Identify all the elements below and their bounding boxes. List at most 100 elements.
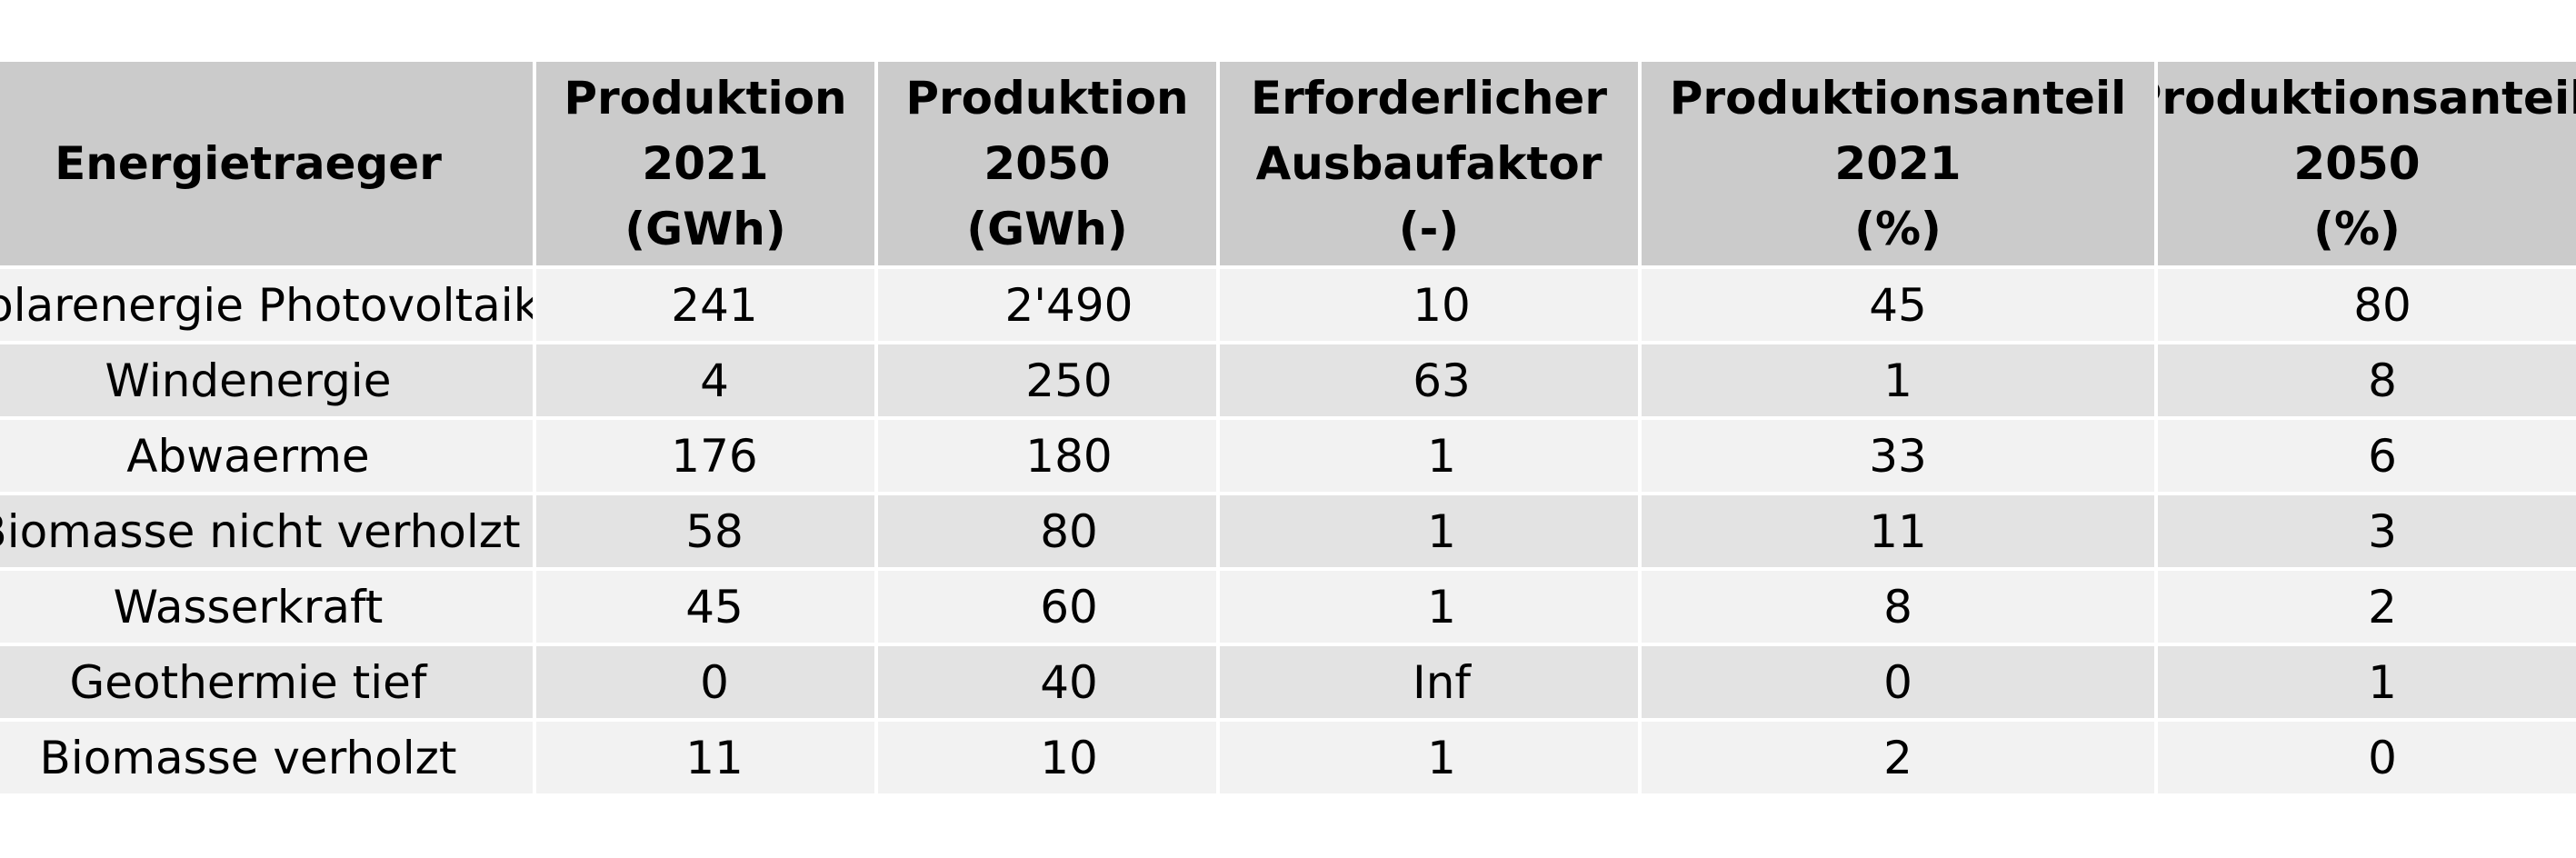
cell-value: 1 — [1427, 504, 1456, 558]
cell-value: 4 — [700, 354, 729, 407]
cell-value: Wasserkraft — [113, 580, 384, 634]
column-header-line: (%) — [2313, 203, 2401, 255]
row-label-cell: Wasserkraft — [0, 571, 533, 643]
table-cell: 8 — [1642, 571, 2154, 643]
cell-value: 2 — [2368, 580, 2397, 634]
table-cell: 11 — [536, 722, 874, 793]
table-cell: Inf — [1220, 646, 1638, 718]
table-cell: 1 — [2158, 646, 2576, 718]
cell-value: 2'490 — [1004, 278, 1133, 332]
table-cell: 0 — [536, 646, 874, 718]
table-cell: 1 — [1220, 722, 1638, 793]
cell-value: Biomasse verholzt — [39, 731, 457, 784]
table-cell: 11 — [1642, 495, 2154, 567]
cell-value: Biomasse nicht verholzt — [0, 504, 521, 558]
cell-value: Inf — [1412, 655, 1472, 709]
row-label-cell: Geothermie tief — [0, 646, 533, 718]
cell-value: Windenergie — [105, 354, 392, 407]
table-cell: 1 — [1220, 571, 1638, 643]
column-header-line: Energietraeger — [55, 137, 442, 190]
table-cell: 80 — [878, 495, 1216, 567]
column-header-0: Energietraeger — [0, 62, 533, 265]
cell-value: Abwaerme — [126, 429, 370, 483]
row-label-cell: Windenergie — [0, 344, 533, 416]
cell-value: 8 — [1883, 580, 1912, 634]
table-cell: 2 — [2158, 571, 2576, 643]
table-cell: 4 — [536, 344, 874, 416]
cell-value: 250 — [1025, 354, 1113, 407]
cell-value: 80 — [1040, 504, 1098, 558]
cell-value: 0 — [2368, 731, 2397, 784]
column-header-1: Produktion 2021 (GWh) — [536, 62, 874, 265]
column-header-2: Produktion 2050 (GWh) — [878, 62, 1216, 265]
cell-value: 60 — [1040, 580, 1098, 634]
table-cell: 58 — [536, 495, 874, 567]
column-header-line: Produktion — [564, 72, 847, 125]
cell-value: 180 — [1025, 429, 1113, 483]
column-header-line: 2050 — [2293, 137, 2421, 190]
row-label-cell: Biomasse nicht verholzt — [0, 495, 533, 567]
table-cell: 0 — [2158, 722, 2576, 793]
cell-value: 11 — [1869, 504, 1927, 558]
table-cell: 60 — [878, 571, 1216, 643]
row-label-cell: Biomasse verholzt — [0, 722, 533, 793]
column-header-line: 2021 — [642, 137, 769, 190]
column-header-label: Energietraeger — [55, 131, 442, 196]
column-header-line: 2021 — [1834, 137, 1962, 190]
row-label-cell: Solarenergie Photovoltaik — [0, 269, 533, 341]
cell-value: 80 — [2353, 278, 2411, 332]
cell-value: 0 — [1883, 655, 1912, 709]
column-header-label: Produktionsanteil 2021 (%) — [1670, 65, 2126, 262]
table-cell: 2 — [1642, 722, 2154, 793]
table-cell: 33 — [1642, 420, 2154, 492]
table-cell: 3 — [2158, 495, 2576, 567]
cell-value: 63 — [1413, 354, 1471, 407]
column-header-4: Produktionsanteil 2021 (%) — [1642, 62, 2154, 265]
column-header-line: Produktionsanteil — [2158, 72, 2576, 125]
column-header-line: (GWh) — [624, 203, 786, 255]
table-cell: 180 — [878, 420, 1216, 492]
cell-value: 176 — [671, 429, 758, 483]
cell-value: 45 — [685, 580, 744, 634]
column-header-line: Produktion — [905, 72, 1189, 125]
column-header-label: Produktion 2050 (GWh) — [905, 65, 1188, 262]
table-cell: 63 — [1220, 344, 1638, 416]
cell-value: 11 — [685, 731, 744, 784]
column-header-line: Produktionsanteil — [1669, 72, 2127, 125]
column-header-label: Produktion 2021 (GWh) — [564, 65, 846, 262]
cell-value: 3 — [2368, 504, 2397, 558]
cell-value: 0 — [700, 655, 729, 709]
table-cell: 2'490 — [878, 269, 1216, 341]
cell-value: 10 — [1413, 278, 1471, 332]
cell-value: 1 — [1883, 354, 1912, 407]
table-cell: 10 — [1220, 269, 1638, 341]
column-header-line: (%) — [1854, 203, 1942, 255]
table-cell: 1 — [1220, 420, 1638, 492]
column-header-line: Ausbaufaktor — [1255, 137, 1603, 190]
cell-value: Geothermie tief — [69, 655, 427, 709]
table-cell: 6 — [2158, 420, 2576, 492]
column-header-line: Erforderlicher — [1250, 72, 1608, 125]
cell-value: 58 — [685, 504, 744, 558]
table-cell: 45 — [536, 571, 874, 643]
column-header-label: Erforderlicher Ausbaufaktor (-) — [1251, 65, 1607, 262]
cell-value: 1 — [1427, 580, 1456, 634]
table-cell: 250 — [878, 344, 1216, 416]
cell-value: 1 — [2368, 655, 2397, 709]
column-header-line: 2050 — [983, 137, 1111, 190]
column-header-label: Produktionsanteil 2050 (%) — [2158, 65, 2576, 262]
table-cell: 1 — [1220, 495, 1638, 567]
table-cell: 8 — [2158, 344, 2576, 416]
table-cell: 1 — [1642, 344, 2154, 416]
table-cell: 10 — [878, 722, 1216, 793]
cell-value: 45 — [1869, 278, 1927, 332]
cell-value: 241 — [671, 278, 758, 332]
row-label-cell: Abwaerme — [0, 420, 533, 492]
cell-value: 40 — [1040, 655, 1098, 709]
cell-value: 33 — [1869, 429, 1927, 483]
table-cell: 45 — [1642, 269, 2154, 341]
table-cell: 40 — [878, 646, 1216, 718]
column-header-line: (GWh) — [966, 203, 1128, 255]
cell-value: 1 — [1427, 429, 1456, 483]
